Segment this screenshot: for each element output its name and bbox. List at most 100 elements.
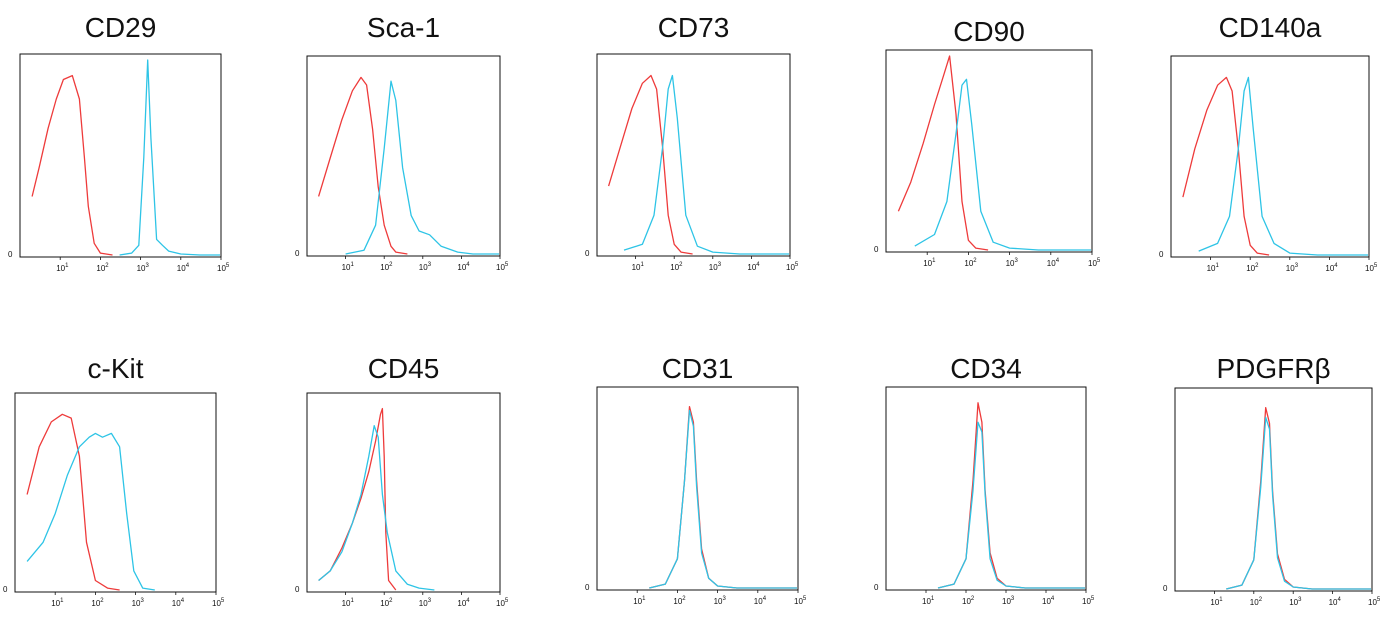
- marker-histogram-line: [345, 80, 499, 255]
- x-tick-label: 104: [1329, 597, 1342, 607]
- x-tick-label: 104: [1325, 263, 1338, 273]
- x-tick-label: 101: [1207, 263, 1220, 273]
- histogram-panel: c-Kit 101 102 103 104 105 0: [3, 353, 225, 608]
- panel-title: PDGFRβ: [1216, 353, 1330, 384]
- x-tick-label: 103: [419, 598, 432, 608]
- x-tick-label: 101: [923, 258, 936, 268]
- panel-title: CD90: [953, 16, 1025, 47]
- x-tick-label: 105: [217, 263, 230, 273]
- plot-frame: [885, 49, 1093, 253]
- histogram-panel: CD31 101 102 103 104 105 0: [585, 353, 807, 606]
- panel-title: CD31: [662, 353, 734, 384]
- control-histogram-line: [317, 76, 408, 255]
- x-tick-label: 103: [1289, 597, 1302, 607]
- x-tick-label: 104: [747, 262, 760, 272]
- marker-histogram-line: [26, 432, 155, 591]
- panel-title: c-Kit: [88, 353, 144, 384]
- x-tick-label: 103: [714, 596, 727, 606]
- x-tick-label: 104: [177, 263, 190, 273]
- histogram-panel: PDGFRβ 101 102 103 104 105 0: [1163, 353, 1380, 607]
- panel-title: CD73: [658, 12, 730, 43]
- y-tick-label: 0: [874, 583, 879, 592]
- x-tick-label: 103: [1002, 596, 1015, 606]
- marker-histogram-line: [623, 74, 789, 255]
- x-tick-label: 101: [51, 598, 64, 608]
- x-tick-label: 103: [419, 262, 432, 272]
- histogram-panel: CD29 101 102 103 104 105 0: [8, 12, 230, 273]
- x-tick-label: 102: [670, 262, 683, 272]
- y-tick-label: 0: [1163, 584, 1168, 593]
- marker-histogram-line: [119, 59, 220, 256]
- x-tick-label: 102: [1246, 263, 1259, 273]
- x-tick-label: 102: [1250, 597, 1263, 607]
- x-tick-label: 105: [496, 262, 509, 272]
- plot-frame: [1174, 387, 1373, 592]
- y-tick-label: 0: [585, 249, 590, 258]
- x-tick-label: 103: [1006, 258, 1019, 268]
- x-tick-label: 105: [1082, 596, 1095, 606]
- y-tick-label: 0: [295, 585, 300, 594]
- histogram-panel: CD73 101 102 103 104 105 0: [585, 12, 799, 272]
- marker-histogram-line: [318, 425, 435, 591]
- x-tick-label: 105: [1368, 597, 1380, 607]
- x-tick-label: 103: [1286, 263, 1299, 273]
- plot-frame: [14, 392, 217, 593]
- plot-frame: [1170, 55, 1370, 258]
- x-tick-label: 103: [132, 598, 145, 608]
- x-tick-label: 102: [380, 262, 393, 272]
- x-tick-label: 102: [964, 258, 977, 268]
- x-tick-label: 102: [91, 598, 104, 608]
- x-tick-label: 104: [754, 596, 767, 606]
- control-histogram-line: [607, 74, 693, 255]
- panel-title: CD34: [950, 353, 1022, 384]
- marker-histogram-line: [937, 421, 1085, 589]
- control-histogram-line: [26, 413, 120, 591]
- control-histogram-line: [937, 402, 1085, 589]
- x-tick-label: 104: [172, 598, 185, 608]
- histogram-panel: CD34 101 102 103 104 105 0: [874, 353, 1095, 606]
- histogram-panel: Sca-1 101 102 103 104 105 0: [295, 12, 509, 272]
- y-tick-label: 0: [3, 585, 8, 594]
- marker-histogram-line: [914, 78, 1091, 251]
- y-tick-label: 0: [874, 245, 879, 254]
- control-histogram-line: [318, 407, 397, 591]
- x-tick-label: 105: [786, 262, 799, 272]
- plot-frame: [885, 386, 1087, 591]
- panel-title: CD29: [85, 12, 157, 43]
- y-tick-label: 0: [1159, 250, 1164, 259]
- marker-histogram-line: [649, 409, 797, 589]
- control-histogram-line: [31, 74, 113, 256]
- marker-histogram-line: [1198, 76, 1368, 256]
- x-tick-label: 102: [380, 598, 393, 608]
- plot-frame: [596, 386, 799, 591]
- control-histogram-line: [897, 55, 989, 251]
- panel-title: Sca-1: [367, 12, 440, 43]
- x-tick-label: 105: [1088, 258, 1101, 268]
- x-tick-label: 101: [342, 262, 355, 272]
- x-tick-label: 104: [1042, 596, 1055, 606]
- x-tick-label: 104: [457, 598, 470, 608]
- x-tick-label: 101: [342, 598, 355, 608]
- panel-title: CD140a: [1219, 12, 1322, 43]
- x-tick-label: 101: [1210, 597, 1223, 607]
- x-tick-label: 104: [1047, 258, 1060, 268]
- x-tick-label: 104: [457, 262, 470, 272]
- x-tick-label: 102: [962, 596, 975, 606]
- plot-frame: [306, 392, 501, 593]
- y-tick-label: 0: [8, 250, 13, 259]
- plot-frame: [19, 53, 222, 258]
- x-tick-label: 105: [212, 598, 225, 608]
- x-tick-label: 105: [794, 596, 807, 606]
- x-tick-label: 101: [922, 596, 935, 606]
- x-tick-label: 101: [56, 263, 69, 273]
- x-tick-label: 105: [1365, 263, 1378, 273]
- x-tick-label: 102: [96, 263, 109, 273]
- histogram-panel: CD140a 101 102 103 104 105 0: [1159, 12, 1378, 273]
- marker-histogram-line: [1226, 416, 1371, 590]
- panel-title: CD45: [368, 353, 440, 384]
- plot-frame: [596, 53, 791, 257]
- x-tick-label: 101: [633, 596, 646, 606]
- y-tick-label: 0: [585, 583, 590, 592]
- plot-frame: [306, 55, 501, 257]
